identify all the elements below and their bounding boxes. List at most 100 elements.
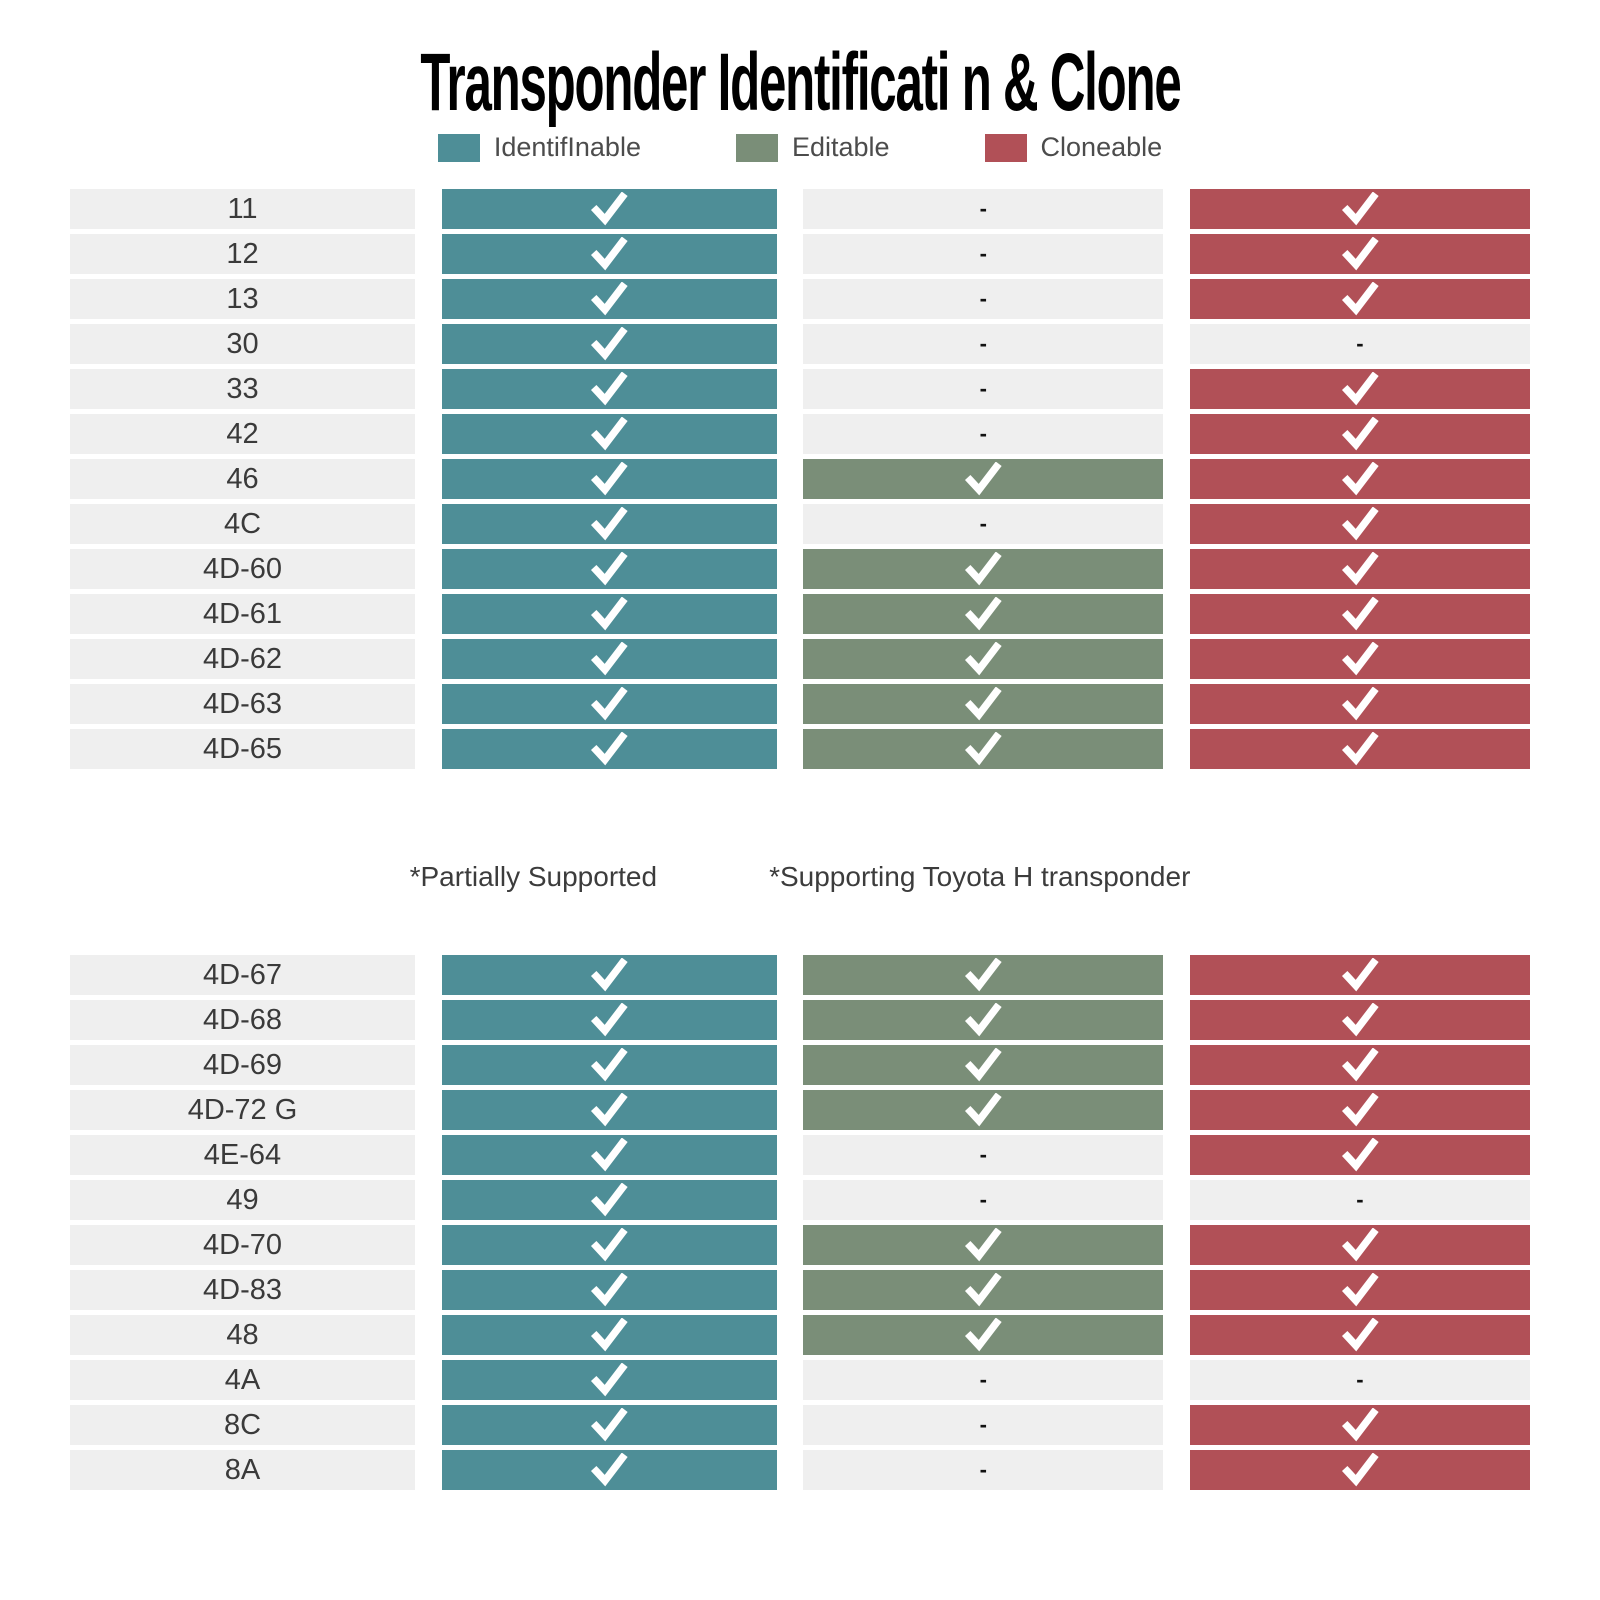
status-cell-editable [803, 1090, 1164, 1130]
status-cell-identifinable [441, 1405, 777, 1445]
row-label: 13 [70, 279, 415, 319]
check-icon [591, 1002, 628, 1036]
check-icon [1341, 1047, 1379, 1081]
row-label: 4D-65 [70, 729, 415, 769]
row-label: 4D-83 [70, 1270, 415, 1310]
status-cell-editable [803, 729, 1164, 769]
row-label: 48 [70, 1315, 415, 1355]
dash-mark: - [979, 1457, 987, 1482]
status-cell-cloneable [1189, 279, 1530, 319]
status-cell-editable [803, 459, 1164, 499]
status-cell-cloneable [1189, 1315, 1530, 1355]
legend-label-identifinable: IdentifInable [493, 132, 641, 162]
status-cell-editable [803, 1225, 1164, 1265]
status-cell-editable [803, 594, 1164, 634]
table-row: 30 - - [70, 324, 1530, 364]
check-icon [591, 506, 628, 540]
page-title-text: Transponder Identificati n & Clone [419, 37, 1181, 128]
row-label: 4D-62 [70, 639, 415, 679]
status-cell-editable [803, 955, 1164, 995]
check-icon [1341, 957, 1379, 991]
status-cell-editable [803, 1270, 1164, 1310]
legend-swatch-editable-icon [735, 133, 778, 162]
check-icon [1341, 1407, 1379, 1441]
table-row: 33 - [70, 369, 1530, 409]
status-cell-cloneable [1189, 189, 1530, 229]
legend-item-identifinable: IdentifInable [437, 132, 641, 163]
table-row: 4E-64 - [70, 1135, 1530, 1175]
status-cell-identifinable [441, 1135, 777, 1175]
row-label: 4D-72 G [70, 1090, 415, 1130]
table-row: 8C - [70, 1405, 1530, 1445]
check-icon [965, 1047, 1002, 1081]
dash-mark: - [979, 421, 987, 446]
table-row: 4D-65 [70, 729, 1530, 769]
check-icon [965, 1317, 1002, 1351]
status-cell-editable [803, 639, 1164, 679]
legend-swatch-identifinable-icon [437, 133, 480, 162]
status-cell-identifinable [441, 955, 777, 995]
status-cell-cloneable [1189, 639, 1530, 679]
check-icon [591, 1407, 628, 1441]
status-cell-identifinable [441, 684, 777, 724]
status-cell-identifinable [441, 1225, 777, 1265]
check-icon [1341, 191, 1379, 225]
dash-mark: - [979, 376, 987, 401]
status-cell-identifinable [441, 729, 777, 769]
status-cell-cloneable [1189, 1450, 1530, 1490]
check-icon [1341, 1317, 1379, 1351]
table-row: 49 - - [70, 1180, 1530, 1220]
dash-mark: - [979, 286, 987, 311]
dash-mark: - [979, 1412, 987, 1437]
status-cell-cloneable [1189, 1000, 1530, 1040]
row-label: 4D-69 [70, 1045, 415, 1085]
check-icon [591, 281, 628, 315]
check-icon [591, 1452, 628, 1486]
dash-mark: - [979, 511, 987, 536]
legend-label-cloneable: Cloneable [1040, 132, 1163, 162]
check-icon [591, 731, 628, 765]
status-cell-editable [803, 684, 1164, 724]
status-cell-cloneable [1189, 1045, 1530, 1085]
dash-mark: - [979, 331, 987, 356]
row-label: 11 [70, 189, 415, 229]
check-icon [965, 461, 1002, 495]
check-icon [591, 326, 628, 360]
check-icon [591, 236, 628, 270]
status-cell-editable: - [803, 1450, 1164, 1490]
status-cell-editable: - [803, 189, 1164, 229]
row-label: 46 [70, 459, 415, 499]
table-row: 8A - [70, 1450, 1530, 1490]
note-toyota-h: *Supporting Toyota H transponder [769, 861, 1191, 892]
dash-mark: - [979, 241, 987, 266]
dash-mark: - [1356, 1367, 1364, 1392]
check-icon [965, 686, 1002, 720]
status-cell-cloneable [1189, 955, 1530, 995]
status-cell-cloneable [1189, 684, 1530, 724]
row-label: 49 [70, 1180, 415, 1220]
row-label: 12 [70, 234, 415, 274]
row-label: 4D-67 [70, 955, 415, 995]
status-cell-cloneable [1189, 549, 1530, 589]
table-row: 13 - [70, 279, 1530, 319]
status-cell-identifinable [441, 1045, 777, 1085]
check-icon [591, 1362, 628, 1396]
row-label: 4D-68 [70, 1000, 415, 1040]
status-cell-cloneable [1189, 1090, 1530, 1130]
status-cell-identifinable [441, 369, 777, 409]
check-icon [1341, 506, 1379, 540]
row-label: 8C [70, 1405, 415, 1445]
check-icon [591, 551, 628, 585]
check-icon [1341, 461, 1379, 495]
table-row: 12 - [70, 234, 1530, 274]
check-icon [965, 551, 1002, 585]
transponder-table-lower: 4D-67 4D-68 4D-69 4D-72 G 4E-64 - 49 - - 4D-70 4D-… [0, 955, 1600, 1490]
status-cell-cloneable: - [1189, 324, 1530, 364]
row-label: 4D-70 [70, 1225, 415, 1265]
check-icon [1341, 371, 1379, 405]
status-cell-editable: - [803, 1135, 1164, 1175]
status-cell-cloneable [1189, 459, 1530, 499]
status-cell-identifinable [441, 324, 777, 364]
legend-item-cloneable: Cloneable [984, 132, 1163, 163]
status-cell-identifinable [441, 459, 777, 499]
